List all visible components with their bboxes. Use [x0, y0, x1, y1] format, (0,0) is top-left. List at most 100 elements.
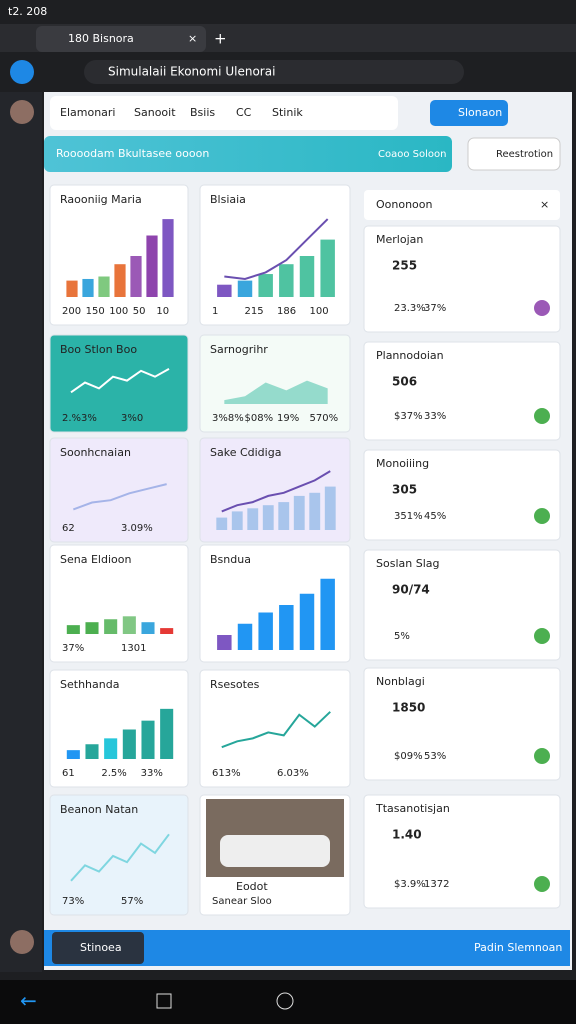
card-label: 2.%3% — [62, 413, 97, 424]
card-title: Raooniig Maria — [60, 193, 142, 206]
card-title: Rsesotes — [210, 678, 260, 691]
bar — [324, 486, 336, 530]
bar — [85, 744, 99, 759]
line — [70, 833, 170, 882]
card — [49, 794, 189, 916]
nav-bar — [50, 96, 398, 130]
search-text[interactable]: Reestrotion — [496, 149, 553, 160]
bar — [258, 274, 273, 297]
card-label: 150 — [86, 306, 105, 317]
bar — [278, 502, 290, 530]
bar — [262, 505, 274, 530]
bar — [216, 517, 228, 530]
item-value: 90/74 — [392, 583, 430, 597]
card — [199, 669, 351, 788]
back-button[interactable]: ← — [20, 989, 37, 1013]
search-box[interactable] — [467, 137, 561, 171]
item-label: 45% — [424, 511, 446, 522]
panel-title: Oononoon — [376, 198, 433, 211]
system-nav — [0, 980, 576, 1024]
address-text[interactable]: Simulalaii Ekonomi Ulenorai — [108, 65, 275, 79]
new-tab[interactable]: + — [214, 30, 227, 48]
card-title: Sethhanda — [60, 678, 119, 691]
item-label: 33% — [424, 411, 446, 422]
tab-title[interactable]: 180 Bisnora — [68, 32, 134, 45]
bar — [66, 625, 80, 634]
bar — [217, 284, 232, 297]
bar — [130, 256, 142, 297]
bar — [104, 738, 118, 759]
line — [221, 711, 331, 749]
address-bar[interactable] — [84, 60, 464, 84]
item-title: Soslan Slag — [376, 557, 439, 570]
nav-button[interactable] — [430, 100, 508, 126]
recents-button[interactable] — [156, 993, 172, 1009]
bottom-button[interactable]: Padin Slemnoan — [474, 941, 562, 954]
card-label: 215 — [245, 306, 264, 317]
nav-item[interactable]: Sanooit — [134, 106, 176, 119]
bar — [299, 593, 315, 650]
item-label: 53% — [424, 751, 446, 762]
card-title: Eodot — [236, 880, 268, 893]
area — [224, 380, 328, 404]
card-label: Sanear Sloo — [212, 896, 272, 907]
home-button[interactable] — [276, 992, 294, 1010]
card-label: 1301 — [121, 643, 146, 654]
nav-item[interactable]: Stinik — [272, 106, 303, 119]
card — [49, 334, 189, 433]
item-dot[interactable] — [534, 876, 550, 892]
card-label: 3%0 — [121, 413, 143, 424]
item-label: 23.3% — [394, 303, 426, 314]
bar — [122, 729, 136, 759]
card-label: 62 — [62, 523, 75, 534]
bar — [162, 219, 174, 297]
card-title: Bsndua — [210, 553, 251, 566]
tab[interactable] — [36, 26, 206, 52]
card-label: 37% — [62, 643, 84, 654]
nav-item[interactable]: Bsiis — [190, 106, 215, 119]
nav-item[interactable]: CC — [236, 106, 252, 119]
nav-button-label[interactable]: Slonaon — [458, 106, 502, 119]
card-label: 6.03% — [277, 768, 309, 779]
bar — [146, 235, 158, 297]
item-dot[interactable] — [534, 508, 550, 524]
bar — [141, 622, 155, 634]
item-dot[interactable] — [534, 748, 550, 764]
panel-item — [363, 449, 561, 541]
item-value: 506 — [392, 375, 417, 389]
close-tab[interactable]: × — [188, 32, 197, 45]
menu-icon[interactable] — [10, 60, 34, 84]
item-dot[interactable] — [534, 300, 550, 316]
card-label: 200 — [62, 306, 81, 317]
bar — [66, 750, 80, 759]
bar — [258, 612, 273, 650]
card-label: 73% — [62, 896, 84, 907]
bottom-search[interactable] — [52, 932, 144, 964]
bar — [114, 264, 126, 297]
item-value: 1850 — [392, 701, 425, 715]
bar — [320, 239, 335, 297]
card-title: Sarnogrihr — [210, 343, 268, 356]
nav-item[interactable]: Elamonari — [60, 106, 115, 119]
bar — [85, 622, 99, 634]
trend-line — [221, 470, 331, 513]
panel-close[interactable]: × — [540, 198, 549, 211]
card-label: 3%8% — [212, 413, 244, 424]
card-title: Sake Cdidiga — [210, 446, 281, 459]
item-dot[interactable] — [534, 628, 550, 644]
bottom-search-text[interactable]: Stinoea — [80, 941, 122, 954]
avatar-bottom[interactable] — [10, 930, 34, 954]
card-label: 3.09% — [121, 523, 153, 534]
card-label: 2.5% — [101, 768, 126, 779]
bar — [279, 605, 294, 650]
item-value: 305 — [392, 483, 417, 497]
banner-link[interactable]: Coaoo Soloon — [378, 149, 446, 160]
panel-item — [363, 225, 561, 333]
car — [220, 835, 330, 867]
avatar[interactable] — [10, 100, 34, 124]
item-label: 351% — [394, 511, 423, 522]
card-title: Beanon Natan — [60, 803, 138, 816]
item-title: Plannodoian — [376, 349, 444, 362]
bar — [247, 508, 259, 530]
item-dot[interactable] — [534, 408, 550, 424]
